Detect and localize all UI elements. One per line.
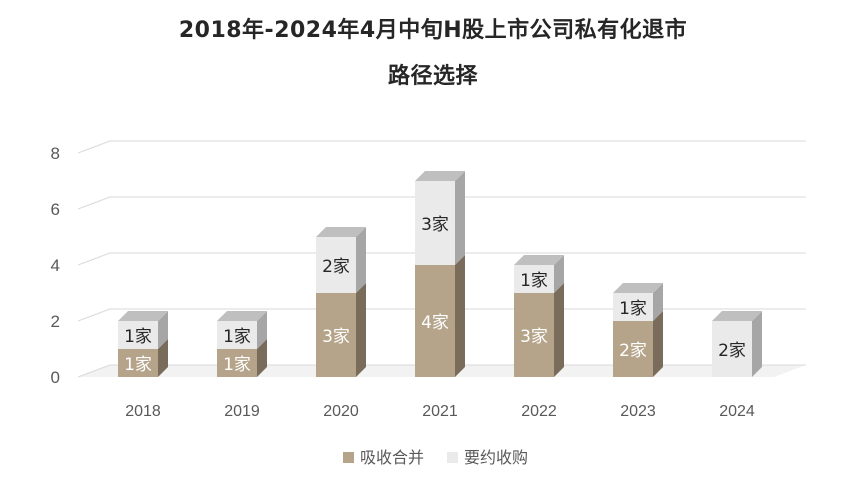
gridline-depth (77, 252, 111, 266)
bar-top (316, 227, 366, 237)
data-label: 2家 (322, 257, 350, 277)
bar-side (653, 311, 663, 377)
bar-front (415, 181, 455, 265)
bar-top (514, 255, 564, 265)
legend-label: 吸收合并 (360, 448, 424, 467)
y-tick-label: 2 (51, 312, 60, 331)
bar-side (158, 311, 168, 349)
legend-label: 要约收购 (464, 448, 528, 467)
data-label: 1家 (619, 299, 647, 319)
bar-side (554, 255, 564, 293)
chart-title-line2: 路径选择 (387, 64, 478, 89)
data-label: 1家 (520, 271, 548, 291)
gridline-depth (77, 308, 111, 322)
data-label: 1家 (223, 355, 251, 375)
bar-front (514, 293, 554, 377)
y-tick-label: 8 (51, 144, 60, 163)
bar-side (455, 171, 465, 265)
x-tick-label: 2023 (620, 403, 656, 420)
bar-front (415, 265, 455, 377)
x-tick-label: 2020 (323, 403, 359, 420)
y-tick-label: 6 (51, 200, 60, 219)
gridline-depth (77, 364, 111, 378)
data-label: 2家 (718, 341, 746, 361)
data-label: 4家 (421, 313, 449, 333)
data-label: 1家 (124, 327, 152, 347)
bar-front (613, 321, 653, 377)
bar-front (217, 349, 257, 377)
bar-front (217, 321, 257, 349)
chart-title-line1: 2018年-2024年4月中旬H股上市公司私有化退市 (178, 18, 688, 43)
bar-side (653, 283, 663, 321)
data-label: 3家 (322, 327, 350, 347)
gridline-depth (77, 196, 111, 210)
bar-front (712, 321, 752, 377)
bar-side (455, 255, 465, 377)
bar-side (752, 311, 762, 377)
bar-side (356, 227, 366, 293)
y-tick-label: 4 (51, 256, 60, 275)
x-tick-label: 2024 (719, 403, 755, 420)
x-tick-label: 2018 (125, 403, 161, 420)
bar-front (118, 321, 158, 349)
legend-swatch (447, 452, 458, 463)
bar-front (118, 349, 158, 377)
bar-top (217, 311, 267, 321)
data-label: 3家 (421, 215, 449, 235)
bar-side (257, 311, 267, 349)
bar-top (118, 311, 168, 321)
bar-top (415, 171, 465, 181)
gridline-depth (77, 140, 111, 154)
data-label: 3家 (520, 327, 548, 347)
y-tick-label: 0 (51, 368, 60, 387)
bar-front (613, 293, 653, 321)
bar-side (257, 339, 267, 377)
bar-side (554, 283, 564, 377)
x-tick-label: 2021 (422, 403, 458, 420)
x-tick-label: 2019 (224, 403, 260, 420)
bar-top (613, 283, 663, 293)
bar-side (356, 283, 366, 377)
legend-swatch (343, 452, 354, 463)
bar-top (712, 311, 762, 321)
bar-front (316, 293, 356, 377)
bar-front (316, 237, 356, 293)
data-label: 1家 (223, 327, 251, 347)
bar-front (514, 265, 554, 293)
data-label: 1家 (124, 355, 152, 375)
data-label: 2家 (619, 341, 647, 361)
x-tick-label: 2022 (521, 403, 557, 420)
bar-side (158, 339, 168, 377)
